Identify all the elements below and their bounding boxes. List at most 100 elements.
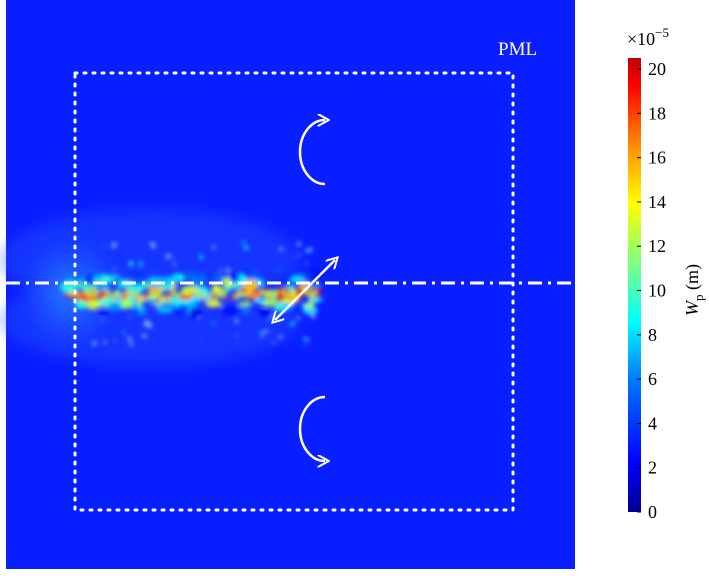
field-hotspot (259, 308, 271, 317)
field-speckle (304, 248, 307, 251)
field-speckle (128, 316, 131, 319)
field-speckle (172, 262, 177, 267)
field-speckle (146, 322, 153, 329)
field-hotspot (144, 299, 162, 304)
field-speckle (234, 318, 239, 324)
field-speckle (235, 342, 239, 345)
colorbar-tick-label: 14 (648, 192, 666, 212)
colorbar-gradient (628, 58, 641, 512)
field-speckle (126, 336, 132, 341)
colorbar-exponent-power: −5 (655, 25, 669, 40)
field-speckle (211, 245, 216, 250)
field-speckle (259, 330, 265, 337)
field-speckle (296, 241, 302, 247)
field-speckle (100, 318, 104, 322)
field-hotspot (96, 309, 113, 315)
field-speckle (199, 338, 202, 341)
field-hotspot (167, 296, 180, 302)
field-speckle (111, 242, 118, 249)
field-lobe (82, 289, 98, 297)
field-speckle (172, 258, 175, 261)
field-speckle (225, 267, 231, 273)
field-hotspot (99, 285, 110, 290)
field-hotspot (303, 272, 316, 279)
colorbar-label-symbol: W (682, 299, 702, 316)
field-speckle (243, 245, 249, 251)
colorbar-exponent-base: ×10 (627, 29, 655, 49)
field-hotspot (131, 307, 141, 316)
colorbar-tick-label: 4 (648, 413, 657, 433)
colorbar-tick-label: 0 (648, 502, 657, 522)
field-speckle (294, 256, 297, 259)
bidirectional-arrow (275, 260, 335, 320)
field-speckle (275, 267, 281, 273)
field-hotspot (101, 278, 115, 283)
colorbar: 0 2 4 6 8 10 12 14 16 18 20 ×10−5 Wp (m) (627, 25, 706, 522)
field-speckle (198, 317, 201, 320)
field-speckle (303, 343, 307, 347)
field-speckle (272, 341, 276, 345)
field-speckle (198, 255, 204, 261)
field-speckle (142, 333, 147, 339)
colorbar-tick-label: 18 (648, 103, 666, 123)
field-speckle (289, 321, 296, 327)
field-hotspot (211, 298, 219, 303)
field-lobe (214, 289, 230, 297)
field-speckle (296, 316, 301, 320)
field-speckle (279, 246, 284, 252)
field-hotspot (106, 302, 122, 311)
rotation-arrow-bottom (298, 395, 325, 461)
field-hotspot (99, 300, 106, 307)
field-speckle (114, 339, 117, 342)
field-speckle (219, 268, 223, 272)
field-speckle (198, 253, 202, 257)
field-speckle (266, 318, 270, 322)
field-hotspot (205, 301, 223, 308)
colorbar-tick-label: 2 (648, 458, 657, 478)
rotation-arrow-top (298, 120, 325, 186)
colorbar-label-unit: (m) (682, 264, 703, 295)
field-hotspot (177, 304, 190, 312)
field-speckle (298, 253, 302, 256)
field-speckle (235, 334, 239, 337)
field-speckle (251, 267, 258, 274)
field-hotspot (238, 301, 253, 307)
field-speckle (113, 267, 117, 270)
field-speckle (101, 244, 106, 249)
field-hotspot (165, 275, 180, 284)
pml-label: PML (498, 39, 537, 60)
colorbar-tick-label: 20 (648, 59, 666, 79)
field-speckle (128, 260, 134, 267)
field-speckle (306, 248, 311, 254)
colorbar-label-subscript: p (691, 295, 706, 302)
colorbar-tick-label: 8 (648, 325, 657, 345)
field-hotspot (222, 305, 236, 317)
field-speckle (278, 335, 283, 340)
field-hotspot (222, 276, 232, 288)
field-hotspot (261, 301, 276, 307)
field-speckle (310, 313, 316, 319)
field-speckle (149, 241, 155, 247)
field-hotspot (96, 271, 103, 280)
field-speckle (137, 260, 144, 267)
field-speckle (264, 329, 269, 333)
field-speckle (307, 340, 311, 343)
colorbar-tick-label: 16 (648, 148, 666, 168)
field-speckle (90, 269, 93, 272)
colorbar-exponent: ×10−5 (627, 25, 669, 49)
field-hotspot (189, 306, 202, 319)
pml-boundary (73, 71, 515, 512)
colorbar-tick-label: 10 (648, 281, 666, 301)
field-hotspot (114, 294, 124, 303)
field-hotspot (214, 273, 222, 280)
field-hotspot (129, 295, 136, 302)
field-hotspot (87, 299, 99, 310)
colorbar-label: Wp (m) (682, 264, 706, 316)
field-lobe (192, 289, 208, 297)
colorbar-ticks: 0 2 4 6 8 10 12 14 16 18 20 (637, 59, 666, 522)
field-lobe (170, 289, 186, 297)
field-lobe (126, 289, 142, 297)
field-speckle (165, 253, 172, 260)
field-speckle (121, 330, 126, 335)
